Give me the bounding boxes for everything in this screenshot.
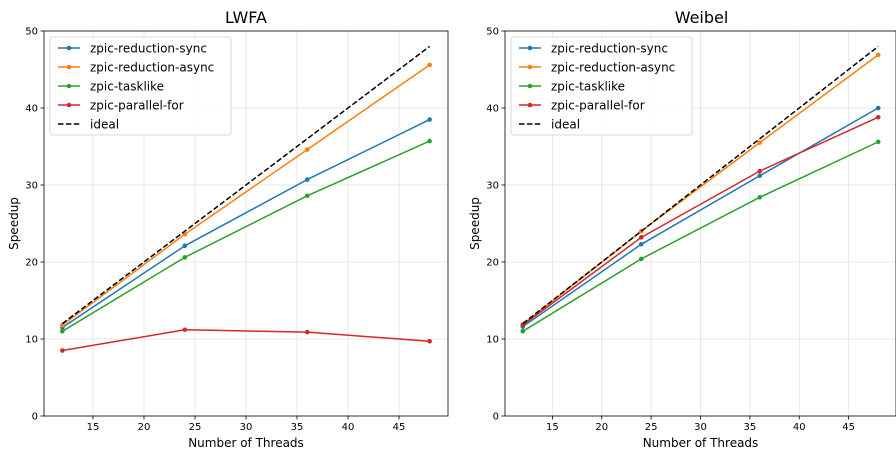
legend-marker-zpic-reduction-async [66, 64, 72, 70]
x-tick-label: 40 [793, 422, 806, 433]
y-tick-label: 10 [25, 335, 38, 346]
data-point-zpic-reduction-async [427, 62, 432, 68]
x-tick-label: 30 [694, 422, 707, 433]
legend-label: zpic-parallel-for [90, 98, 184, 112]
data-point-zpic-tasklike [182, 255, 188, 260]
series-line-zpic-parallel-for [62, 329, 430, 352]
legend-label: zpic-reduction-async [551, 60, 675, 74]
data-point-zpic-tasklike [427, 138, 432, 144]
data-point-zpic-reduction-sync [757, 173, 763, 179]
y-tick-label: 30 [486, 181, 499, 192]
data-point-zpic-tasklike [638, 256, 644, 262]
legend-label: zpic-tasklike [90, 79, 164, 93]
y-tick-label: 50 [486, 27, 499, 38]
data-point-zpic-parallel-for [60, 348, 65, 353]
legend-marker-zpic-tasklike [527, 83, 533, 89]
x-tick-label: 25 [645, 422, 658, 433]
legend-marker-zpic-reduction-sync [527, 45, 533, 51]
data-point-zpic-reduction-async [875, 52, 881, 58]
data-point-zpic-reduction-async [182, 231, 188, 237]
data-point-zpic-reduction-sync [427, 117, 432, 122]
series-line-zpic-reduction-sync [61, 118, 430, 329]
legend-box [510, 36, 693, 136]
x-tick-label: 15 [87, 422, 100, 433]
data-point-zpic-parallel-for [875, 114, 881, 120]
y-tick-label: 10 [486, 335, 499, 346]
data-point-zpic-tasklike [520, 329, 526, 334]
data-point-zpic-parallel-for [757, 168, 763, 174]
data-point-zpic-reduction-sync [304, 177, 310, 182]
y-tick-label: 40 [25, 104, 38, 115]
legend-label: ideal [90, 117, 119, 131]
legend-marker-zpic-tasklike [66, 83, 72, 89]
x-tick-label: 20 [595, 422, 608, 433]
y-tick-label: 30 [25, 181, 38, 192]
legend-marker-zpic-parallel-for [527, 102, 533, 108]
x-axis-label: Number of Threads [188, 436, 304, 449]
data-point-zpic-parallel-for [520, 322, 526, 328]
data-point-zpic-reduction-sync [182, 243, 188, 249]
y-tick-label: 40 [486, 104, 499, 115]
data-point-zpic-parallel-for [427, 339, 432, 344]
x-axis-label: Number of Threads [643, 436, 759, 449]
data-point-zpic-tasklike [875, 139, 881, 145]
series-line-zpic-reduction-sync [522, 107, 879, 328]
y-tick-label: 50 [25, 27, 38, 38]
x-tick-label: 45 [393, 422, 406, 433]
y-axis-label: Speedup [7, 197, 21, 250]
series-line-zpic-tasklike [61, 140, 430, 332]
y-tick-label: 0 [32, 412, 38, 423]
legend-label: zpic-parallel-for [551, 98, 645, 112]
x-tick-label: 15 [546, 422, 559, 433]
data-point-zpic-parallel-for [182, 327, 188, 333]
data-point-zpic-reduction-async [757, 140, 763, 145]
data-point-zpic-tasklike [757, 195, 763, 200]
data-point-zpic-reduction-sync [638, 241, 644, 247]
y-tick-label: 0 [493, 412, 499, 423]
chart-title: Weibel [675, 8, 729, 27]
data-point-zpic-parallel-for [304, 329, 310, 335]
chart-panel-2: 15 20 25 30 35 40 45 0 10 20 30 40 50 Weibel Number of… [468, 8, 896, 449]
legend-marker-zpic-parallel-for [66, 102, 72, 108]
x-tick-label: 40 [342, 422, 355, 433]
data-point-zpic-reduction-async [304, 147, 310, 152]
series-line-ideal [61, 45, 431, 325]
data-point-zpic-reduction-sync [875, 105, 881, 111]
data-point-zpic-parallel-for [638, 235, 644, 240]
legend-marker-zpic-reduction-async [527, 64, 533, 70]
x-tick-label: 30 [240, 422, 253, 433]
series-line-zpic-tasklike [522, 141, 879, 332]
y-axis-label: Speedup [468, 197, 482, 250]
series-line-ideal [522, 45, 879, 325]
series-line-zpic-reduction-async [61, 64, 431, 326]
series-line-zpic-parallel-for [522, 116, 879, 326]
data-point-zpic-tasklike [60, 329, 65, 334]
x-tick-label: 45 [842, 422, 855, 433]
chart-title: LWFA [225, 8, 267, 27]
legend-label: zpic-tasklike [551, 79, 625, 93]
legend-label: zpic-reduction-sync [551, 41, 668, 55]
legend-label: ideal [551, 117, 580, 131]
y-tick-label: 20 [486, 258, 499, 269]
x-tick-label: 35 [291, 422, 304, 433]
chart-panel-1: 15 20 25 30 35 40 45 0 10 20 30 40 50 LWFA Number of T… [7, 8, 449, 449]
data-point-zpic-reduction-async [60, 322, 65, 328]
data-point-zpic-tasklike [304, 193, 310, 199]
x-tick-label: 35 [744, 422, 757, 433]
y-tick-label: 20 [25, 258, 38, 269]
legend-marker-zpic-reduction-sync [66, 45, 72, 51]
legend-label: zpic-reduction-sync [90, 41, 207, 55]
x-tick-label: 20 [138, 422, 151, 433]
legend-label: zpic-reduction-async [90, 60, 214, 74]
legend-box [49, 36, 232, 136]
x-tick-label: 25 [189, 422, 202, 433]
